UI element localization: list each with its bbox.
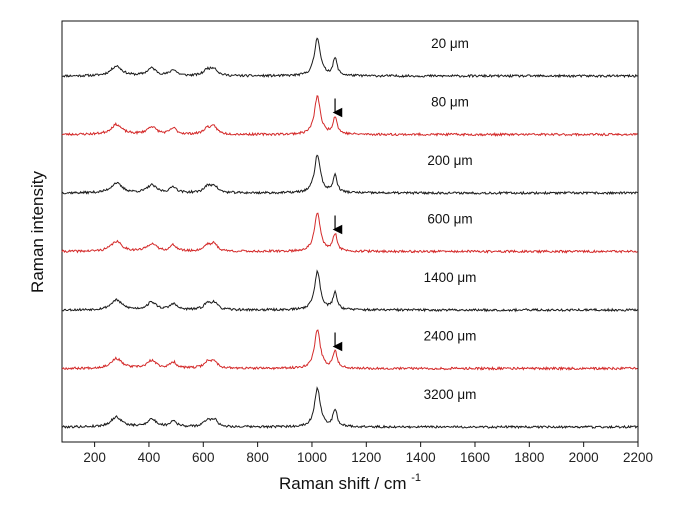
spectra-layer: 20 μm 80 μm 200 μm 600 μm 1400 μm 2400 μm 3200…	[61, 36, 638, 430]
spectrum-line-0	[61, 37, 638, 79]
series-label-0: 20 μm	[431, 36, 469, 51]
x-tick-label-600: 600	[192, 450, 215, 465]
series-label-6: 3200 μm	[424, 387, 477, 402]
x-tick-label-400: 400	[138, 450, 161, 465]
x-tick-label-1800: 1800	[514, 450, 544, 465]
series-label-5: 2400 μm	[424, 329, 477, 344]
x-tick-label-200: 200	[83, 450, 106, 465]
spectrum-line-5	[61, 329, 638, 371]
x-axis-title-superscript: -1	[411, 472, 421, 484]
x-tick-label-1600: 1600	[460, 450, 490, 465]
x-axis-title: Raman shift / cm -1	[279, 472, 421, 493]
series-label-3: 600 μm	[427, 212, 472, 227]
x-tick-label-1000: 1000	[297, 450, 327, 465]
spectrum-line-1	[61, 95, 638, 137]
spectrum-line-6	[61, 386, 638, 430]
x-tick-label-1400: 1400	[406, 450, 436, 465]
spectrum-line-3	[61, 212, 638, 254]
x-tick-label-1200: 1200	[351, 450, 381, 465]
series-label-2: 200 μm	[427, 153, 472, 168]
series-label-1: 80 μm	[431, 95, 469, 110]
x-tick-label-2000: 2000	[569, 450, 599, 465]
x-axis-ticks: 200 400 600 800 1000 1200 1400 1600 1800 2000 2200	[83, 442, 653, 465]
y-axis-title: Raman intensity	[28, 171, 47, 293]
plot-frame	[61, 20, 639, 443]
spectrum-line-2	[61, 154, 638, 196]
x-tick-label-800: 800	[246, 450, 269, 465]
x-tick-label-2200: 2200	[623, 450, 653, 465]
x-axis-title-main: Raman shift / cm	[279, 474, 407, 493]
series-label-4: 1400 μm	[424, 270, 477, 285]
spectrum-line-4	[61, 269, 638, 313]
